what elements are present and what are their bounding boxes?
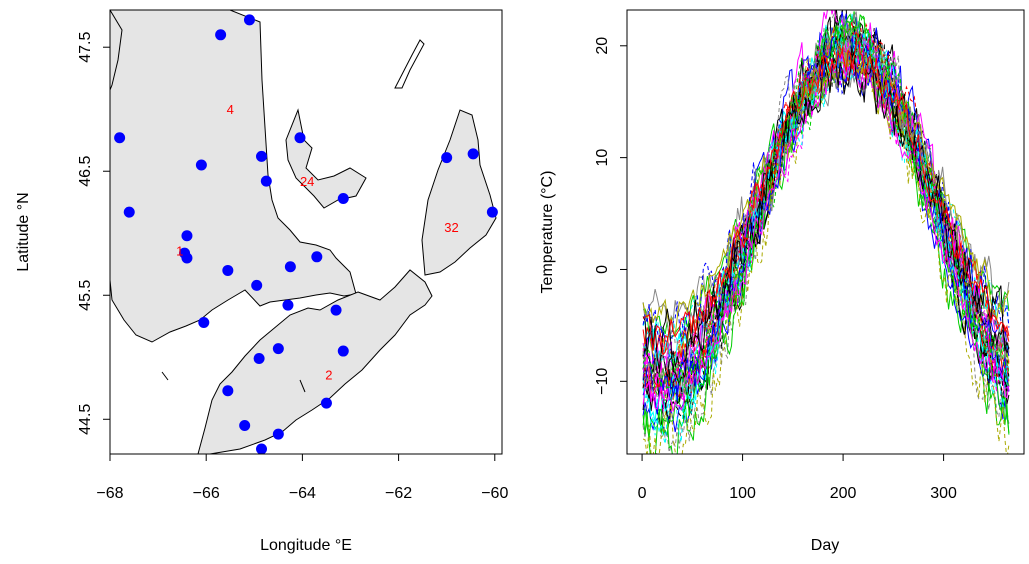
station-point-13 [181, 230, 193, 242]
temperature-panel: 0 100 200 300 −10 0 10 20 Day Temperature (°C) [539, 9, 1025, 554]
temperature-series [642, 10, 1010, 454]
temperature-x-axis-label: Day [811, 537, 839, 554]
temperature-series-20 [642, 39, 1010, 376]
station-point-5 [256, 150, 268, 162]
station-point-28 [239, 419, 251, 431]
station-point-1 [215, 29, 227, 41]
station-point-30 [256, 443, 268, 454]
station-point-18 [311, 251, 323, 263]
station-label-5: 2 [325, 368, 332, 383]
station-point-2 [243, 14, 255, 26]
station-label-3: 32 [444, 220, 458, 235]
temperature-x-tick-label: 0 [638, 485, 647, 502]
station-point-6 [260, 175, 272, 187]
station-point-7 [294, 132, 306, 144]
station-point-24 [253, 353, 265, 365]
temperature-series-26 [642, 21, 1010, 394]
temperature-series-32 [642, 12, 1010, 393]
station-point-29 [272, 428, 284, 440]
temperature-y-axis-label: Temperature (°C) [539, 171, 556, 294]
station-point-11 [486, 206, 498, 218]
station-point-12 [123, 206, 135, 218]
station-point-17 [284, 261, 296, 273]
station-point-22 [198, 317, 210, 329]
temperature-series-23 [642, 25, 1010, 454]
station-point-16 [222, 264, 234, 276]
station-point-19 [251, 279, 263, 291]
land-cape-breton [421, 109, 497, 276]
station-point-4 [195, 159, 207, 171]
land-nova-scotia [197, 269, 433, 454]
temperature-x-axis: 0 100 200 300 [638, 453, 957, 502]
station-label-4: 1 [176, 244, 183, 259]
temperature-series-29 [642, 20, 1010, 445]
map-points [114, 14, 498, 454]
temperature-series-33 [642, 51, 1010, 386]
station-point-8 [337, 193, 349, 205]
land-pei [285, 108, 367, 209]
temperature-x-tick-label: 300 [930, 485, 957, 502]
temperature-series-5 [642, 53, 1010, 343]
temperature-x-tick-label: 200 [830, 485, 857, 502]
temperature-series-31 [642, 52, 1010, 336]
map-y-tick-label: 47.5 [77, 32, 94, 63]
map-x-tick-label: −60 [481, 485, 508, 502]
station-label-2: 24 [300, 174, 314, 189]
land-islet [394, 39, 425, 89]
temperature-y-tick-label: 0 [594, 265, 611, 274]
map-y-tick-label: 45.5 [77, 280, 94, 311]
map-x-axis: −68 −66 −64 −62 −60 [96, 453, 508, 502]
station-point-3 [114, 132, 126, 144]
station-point-15 [181, 252, 193, 264]
map-x-tick-label: −62 [385, 485, 412, 502]
coast-detail [161, 371, 306, 393]
map-x-tick-label: −68 [96, 485, 123, 502]
station-label-1: 4 [227, 102, 234, 117]
map-x-axis-label: Longitude °E [260, 537, 352, 554]
station-point-20 [282, 299, 294, 311]
map-annotations: 4 24 32 1 2 [176, 102, 459, 382]
map-y-axis-label: Latitude °N [15, 192, 32, 271]
station-point-9 [441, 152, 453, 164]
temperature-series-35 [642, 13, 1010, 396]
map-y-tick-label: 44.5 [77, 404, 94, 435]
station-point-25 [337, 345, 349, 357]
temperature-y-tick-label: −10 [594, 368, 611, 395]
temperature-y-axis: −10 0 10 20 [594, 37, 628, 395]
station-point-21 [330, 304, 342, 316]
temperature-series-34 [642, 33, 1010, 356]
map-x-tick-label: −64 [289, 485, 316, 502]
map-y-axis: 44.5 45.5 46.5 47.5 [77, 32, 111, 435]
map-x-tick-label: −66 [193, 485, 220, 502]
temperature-y-tick-label: 20 [594, 37, 611, 55]
station-point-10 [467, 148, 479, 160]
station-point-23 [272, 343, 284, 355]
temperature-y-tick-label: 10 [594, 149, 611, 167]
map-y-tick-label: 46.5 [77, 156, 94, 187]
land-gaspe [110, 10, 123, 91]
station-point-26 [222, 385, 234, 397]
map-land [110, 10, 497, 454]
temperature-x-tick-label: 100 [729, 485, 756, 502]
land-new-brunswick [110, 10, 357, 343]
map-panel: 4 24 32 1 2 −68 −66 −64 −62 −60 44.5 45.5 46.5 47.5… [15, 9, 508, 554]
station-point-27 [320, 397, 332, 409]
